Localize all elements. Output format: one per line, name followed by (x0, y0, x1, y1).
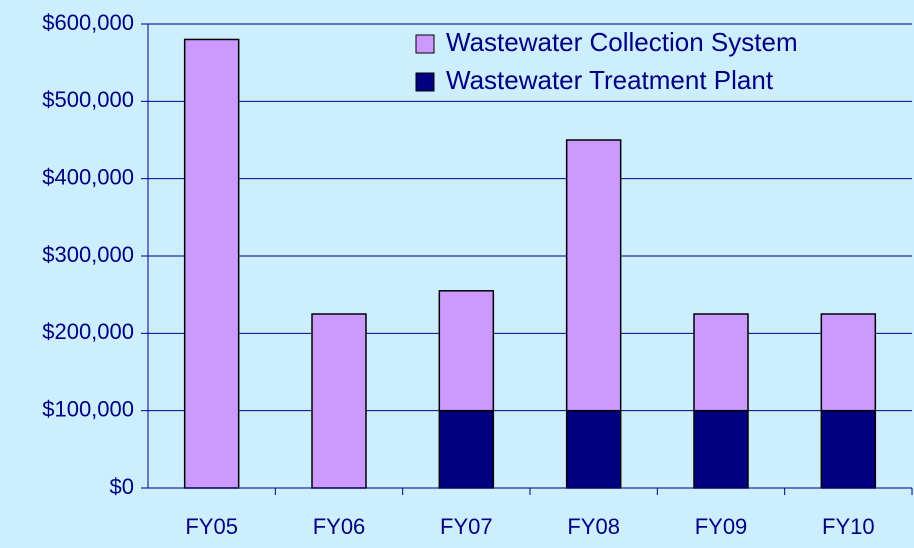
legend-label: Wastewater Treatment Plant (446, 65, 774, 95)
y-tick-label: $0 (110, 474, 134, 499)
y-tick-label: $600,000 (42, 10, 134, 35)
legend-swatch (415, 34, 435, 54)
y-tick-label: $400,000 (42, 164, 134, 189)
bar-segment (438, 409, 495, 489)
bar-segment (820, 409, 877, 489)
y-tick-label: $100,000 (42, 396, 134, 421)
legend-label: Wastewater Collection System (446, 27, 798, 57)
bar-segment (183, 38, 240, 489)
x-tick-label: FY06 (313, 514, 366, 539)
bar-segment (311, 313, 367, 489)
bar-segment (438, 290, 495, 412)
y-tick-label: $300,000 (42, 242, 134, 267)
bar-segment (565, 409, 622, 489)
bar-segment (820, 313, 877, 412)
y-tick-label: $200,000 (42, 319, 134, 344)
x-tick-label: FY08 (567, 514, 620, 539)
y-tick-label: $500,000 (42, 87, 134, 112)
bar-segment (693, 313, 749, 412)
bar-segment (565, 139, 622, 412)
x-tick-label: FY07 (440, 514, 493, 539)
legend-swatch (415, 72, 435, 92)
x-tick-label: FY05 (185, 514, 238, 539)
bar-segment (693, 409, 749, 489)
x-tick-label: FY10 (822, 514, 875, 539)
x-tick-label: FY09 (695, 514, 748, 539)
